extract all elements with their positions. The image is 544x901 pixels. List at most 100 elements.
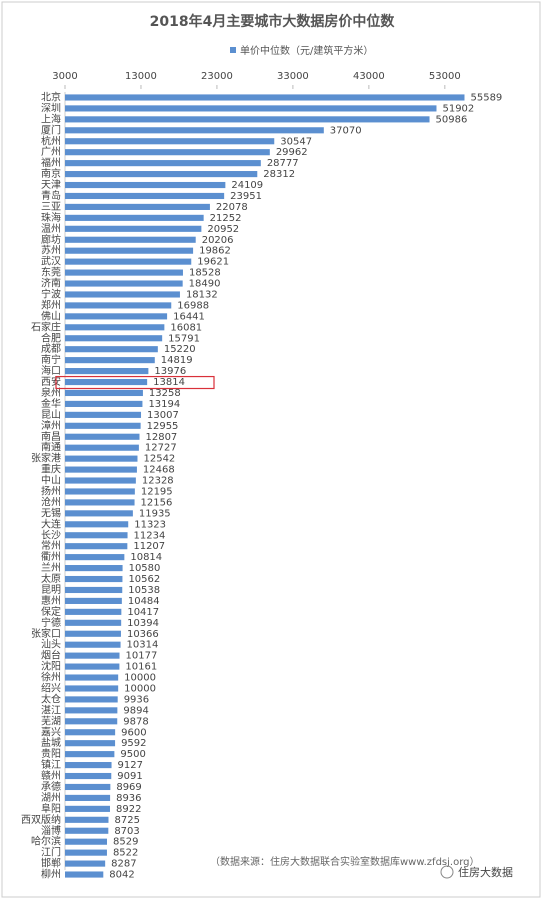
- y-tick-label: 镇江: [41, 758, 61, 771]
- highlight-box: [55, 375, 215, 390]
- y-tick-label: 中山: [41, 474, 61, 487]
- bar: [65, 663, 120, 670]
- bar: [65, 718, 118, 725]
- value-label: 18490: [189, 279, 221, 290]
- bar: [65, 138, 275, 145]
- value-label: 10177: [126, 651, 158, 662]
- y-tick-label: 赣州: [41, 769, 61, 782]
- bar: [65, 313, 168, 320]
- y-tick-label: 漳州: [41, 419, 61, 432]
- value-label: 55589: [470, 92, 502, 103]
- value-label: 20206: [202, 235, 234, 246]
- y-tick-label: 合肥: [41, 331, 61, 344]
- value-label: 16441: [173, 311, 205, 322]
- bar: [65, 565, 123, 572]
- bar: [65, 160, 261, 167]
- value-label: 9091: [117, 771, 142, 782]
- legend-label: 单价中位数（元/建筑平方米）: [240, 44, 373, 57]
- y-tick-label: 柳州: [41, 868, 61, 881]
- y-tick-label: 贵阳: [41, 747, 61, 760]
- value-label: 10580: [129, 563, 161, 574]
- value-label: 8922: [116, 804, 141, 815]
- value-label: 8936: [116, 793, 141, 804]
- bar: [65, 335, 163, 342]
- value-label: 19621: [197, 257, 229, 268]
- y-tick-label: 深圳: [41, 102, 61, 114]
- y-tick-label: 武汉: [41, 255, 61, 268]
- y-tick-label: 南京: [41, 167, 61, 180]
- source-note: （数据来源：住房大数据联合实验室数据库www.zfdsj.org）: [210, 855, 479, 868]
- value-label: 13194: [148, 399, 180, 410]
- value-label: 8522: [113, 848, 138, 859]
- y-tick-label: 宁德: [41, 616, 61, 629]
- value-label: 29962: [276, 147, 308, 158]
- bar: [65, 849, 107, 856]
- y-tick-label: 厦门: [41, 123, 61, 136]
- value-label: 9500: [120, 749, 145, 760]
- bar: [65, 554, 125, 561]
- bar: [65, 619, 122, 626]
- bar: [65, 674, 119, 681]
- y-tick-label: 郑州: [41, 298, 61, 311]
- bar: [65, 225, 202, 232]
- value-label: 12156: [141, 497, 173, 508]
- bar: [65, 357, 155, 364]
- bar: [65, 258, 192, 265]
- bar: [65, 794, 111, 801]
- y-tick-label: 阜阳: [41, 802, 61, 815]
- value-label: 30547: [280, 136, 312, 147]
- bar: [65, 149, 270, 156]
- bar: [65, 827, 109, 834]
- value-label: 13976: [154, 366, 186, 377]
- y-tick-label: 大连: [41, 517, 61, 530]
- bar: [65, 203, 210, 210]
- value-label: 11323: [134, 519, 166, 530]
- bar: [65, 378, 148, 386]
- y-tick-label: 江门: [41, 846, 61, 859]
- bar: [65, 729, 116, 736]
- bar: [65, 838, 108, 845]
- y-tick-label: 哈尔滨: [31, 835, 61, 848]
- bar: [65, 171, 258, 178]
- x-tick-label: 3000: [52, 71, 77, 82]
- y-tick-label: 汕头: [41, 639, 61, 651]
- y-tick-label: 昆明: [41, 584, 61, 596]
- value-label: 51902: [442, 103, 474, 114]
- y-tick-label: 珠海: [41, 211, 61, 224]
- bar: [65, 762, 112, 769]
- value-label: 10394: [127, 618, 159, 629]
- value-label: 50986: [436, 114, 468, 125]
- value-label: 12468: [143, 465, 175, 476]
- value-label: 10314: [127, 640, 159, 651]
- value-label: 10562: [128, 574, 160, 585]
- y-tick-label: 济南: [41, 277, 61, 290]
- value-label: 16988: [177, 300, 209, 311]
- value-label: 9600: [121, 727, 146, 738]
- y-tick-label: 长沙: [41, 529, 61, 541]
- bar: [65, 707, 118, 714]
- bar: [65, 783, 111, 791]
- y-tick-label: 沧州: [41, 495, 61, 508]
- value-label: 10366: [127, 629, 159, 640]
- y-tick-label: 湖州: [41, 792, 61, 804]
- x-tick-label: 33000: [277, 71, 309, 82]
- value-label: 18528: [189, 268, 221, 279]
- value-label: 13814: [153, 377, 185, 388]
- y-tick-label: 张家港: [31, 452, 61, 465]
- y-tick-label: 张家口: [31, 627, 61, 640]
- bar: [65, 630, 121, 637]
- bar: [65, 575, 123, 583]
- bar: [65, 488, 135, 495]
- value-label: 8042: [109, 870, 134, 881]
- bar: [65, 608, 122, 615]
- bar: [65, 247, 194, 254]
- value-label: 12955: [147, 421, 179, 432]
- bar: [65, 400, 143, 407]
- x-tick-label: 43000: [353, 71, 385, 82]
- y-tick-label: 南通: [41, 441, 61, 454]
- value-label: 14819: [161, 355, 193, 366]
- y-tick-label: 太仓: [41, 692, 61, 705]
- value-label: 18132: [186, 289, 218, 300]
- value-label: 15220: [164, 344, 196, 355]
